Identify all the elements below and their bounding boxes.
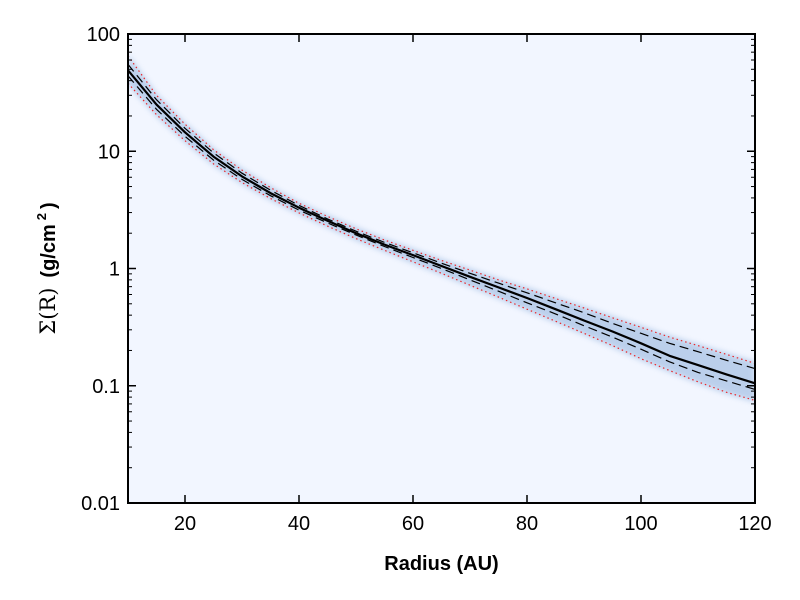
posterior-band (128, 54, 755, 403)
y-axis-label-close: ) (38, 202, 60, 209)
series-line-dashed (128, 64, 755, 370)
y-tick-label: 0.01 (81, 493, 120, 515)
y-tick-label: 0.1 (92, 376, 120, 398)
y-tick-label: 1 (109, 259, 120, 281)
x-axis-label: Radius (AU) (384, 553, 498, 575)
y-axis-label-exponent: 2 (34, 213, 49, 220)
x-tick-label: 20 (174, 513, 196, 535)
series-line-dotted (128, 82, 755, 401)
y-tick-label: 10 (98, 141, 120, 163)
y-axis-label-math: Σ(R) (36, 288, 60, 335)
series-line-dashed (128, 75, 755, 390)
x-tick-label: 80 (516, 513, 538, 535)
x-tick-label: 100 (624, 513, 657, 535)
series-line-median (128, 69, 755, 385)
x-tick-label: 120 (738, 513, 771, 535)
y-axis-label-unit: (g/cm (38, 224, 60, 277)
y-axis-label: Σ(R) (g/cm 2 ) (33, 202, 60, 334)
x-tick-label: 40 (288, 513, 310, 535)
y-tick-label: 100 (87, 24, 120, 46)
x-tick-label: 60 (402, 513, 424, 535)
